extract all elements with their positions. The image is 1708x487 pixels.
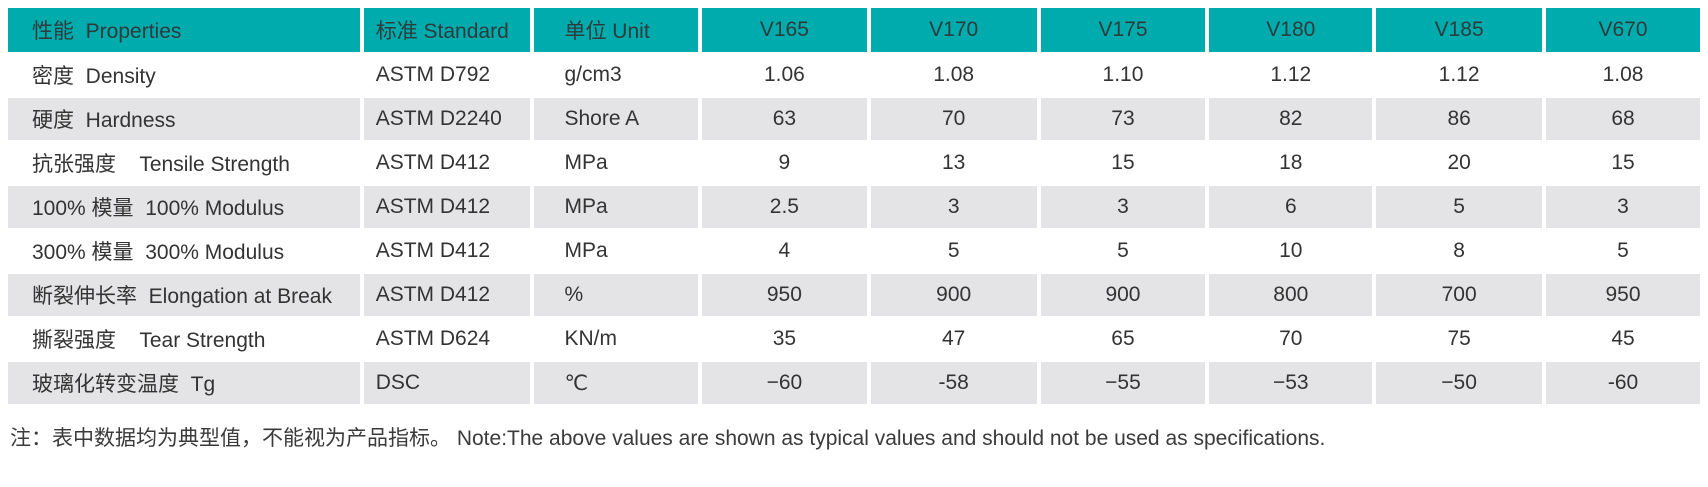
table-row: 撕裂强度 Tear Strength ASTM D624 KN/m 35 47 65 70 7… xyxy=(8,318,1700,360)
header-row: 性能 Properties 标准 Standard 单位 Unit V165 V170 V… xyxy=(8,8,1700,52)
column-header: V165 xyxy=(701,8,867,52)
property-cell: 撕裂强度 Tear Strength xyxy=(8,318,360,360)
table-row: 硬度 Hardness ASTM D2240 Shore A 63 70 73 82 86 68 xyxy=(8,98,1700,140)
value-cell: −60 xyxy=(701,362,867,404)
value-cell: 1.06 xyxy=(701,54,867,96)
unit-cell: KN/m xyxy=(534,318,698,360)
footnote: 注：表中数据均为典型值，不能视为产品指标。 Note:The above val… xyxy=(10,427,1326,450)
value-cell: 18 xyxy=(1209,142,1373,184)
table-row: 抗张强度 Tensile Strength ASTM D412 MPa 9 13 15 18… xyxy=(8,142,1700,184)
value-cell: -58 xyxy=(870,362,1037,404)
value-cell: −55 xyxy=(1040,362,1206,404)
value-cell: 15 xyxy=(1546,142,1700,184)
property-cell: 抗张强度 Tensile Strength xyxy=(8,142,360,184)
property-cell: 300% 模量 300% Modulus xyxy=(8,230,360,272)
value-cell: 1.12 xyxy=(1209,54,1373,96)
value-cell: 63 xyxy=(701,98,867,140)
value-cell: 950 xyxy=(1546,274,1700,316)
value-cell: 82 xyxy=(1209,98,1373,140)
unit-cell: MPa xyxy=(534,230,698,272)
value-cell: 950 xyxy=(701,274,867,316)
value-cell: 9 xyxy=(701,142,867,184)
unit-cell: % xyxy=(534,274,698,316)
value-cell: 20 xyxy=(1376,142,1543,184)
value-cell: 75 xyxy=(1376,318,1543,360)
standard-cell: ASTM D2240 xyxy=(363,98,531,140)
datasheet-page: 性能 Properties 标准 Standard 单位 Unit V165 V170 V… xyxy=(0,6,1708,487)
unit-cell: MPa xyxy=(534,142,698,184)
standard-cell: ASTM D624 xyxy=(363,318,531,360)
value-cell: 13 xyxy=(870,142,1037,184)
column-header: V185 xyxy=(1376,8,1543,52)
value-cell: −50 xyxy=(1376,362,1543,404)
value-cell: 900 xyxy=(1040,274,1206,316)
value-cell: 70 xyxy=(870,98,1037,140)
column-header: 性能 Properties xyxy=(8,8,360,52)
value-cell: 900 xyxy=(870,274,1037,316)
standard-cell: ASTM D412 xyxy=(363,230,531,272)
table-row: 100% 模量 100% Modulus ASTM D412 MPa 2.5 3 3 6 5 3 xyxy=(8,186,1700,228)
value-cell: 35 xyxy=(701,318,867,360)
value-cell: 5 xyxy=(870,230,1037,272)
value-cell: −53 xyxy=(1209,362,1373,404)
value-cell: 5 xyxy=(1040,230,1206,272)
column-header: V180 xyxy=(1209,8,1373,52)
value-cell: 47 xyxy=(870,318,1037,360)
value-cell: 800 xyxy=(1209,274,1373,316)
table-row: 密度 Density ASTM D792 g/cm3 1.06 1.08 1.10 1.12… xyxy=(8,54,1700,96)
column-header: V170 xyxy=(870,8,1037,52)
value-cell: 15 xyxy=(1040,142,1206,184)
value-cell: 3 xyxy=(1546,186,1700,228)
property-cell: 100% 模量 100% Modulus xyxy=(8,186,360,228)
value-cell: 45 xyxy=(1546,318,1700,360)
property-cell: 硬度 Hardness xyxy=(8,98,360,140)
value-cell: 86 xyxy=(1376,98,1543,140)
value-cell: 6 xyxy=(1209,186,1373,228)
column-header: V175 xyxy=(1040,8,1206,52)
value-cell: 1.12 xyxy=(1376,54,1543,96)
column-header: V670 xyxy=(1546,8,1700,52)
table-row: 300% 模量 300% Modulus ASTM D412 MPa 4 5 5 10 8 5 xyxy=(8,230,1700,272)
value-cell: 5 xyxy=(1376,186,1543,228)
value-cell: 2.5 xyxy=(701,186,867,228)
column-header: 标准 Standard xyxy=(363,8,531,52)
value-cell: 65 xyxy=(1040,318,1206,360)
value-cell: 4 xyxy=(701,230,867,272)
standard-cell: ASTM D792 xyxy=(363,54,531,96)
value-cell: 70 xyxy=(1209,318,1373,360)
property-cell: 密度 Density xyxy=(8,54,360,96)
value-cell: -60 xyxy=(1546,362,1700,404)
column-header: 单位 Unit xyxy=(534,8,698,52)
value-cell: 5 xyxy=(1546,230,1700,272)
value-cell: 10 xyxy=(1209,230,1373,272)
unit-cell: MPa xyxy=(534,186,698,228)
standard-cell: ASTM D412 xyxy=(363,142,531,184)
standard-cell: ASTM D412 xyxy=(363,186,531,228)
unit-cell: ℃ xyxy=(534,362,698,404)
table-body: 密度 Density ASTM D792 g/cm3 1.06 1.08 1.10 1.12… xyxy=(8,54,1700,404)
value-cell: 3 xyxy=(1040,186,1206,228)
table-row: 玻璃化转变温度 Tg DSC ℃ −60 -58 −55 −53 −50 -60 xyxy=(8,362,1700,404)
unit-cell: Shore A xyxy=(534,98,698,140)
properties-table: 性能 Properties 标准 Standard 单位 Unit V165 V170 V… xyxy=(4,6,1704,406)
value-cell: 73 xyxy=(1040,98,1206,140)
value-cell: 1.10 xyxy=(1040,54,1206,96)
table-row: 断裂伸长率 Elongation at Break ASTM D412% 950 90… xyxy=(8,274,1700,316)
standard-cell: ASTM D412 xyxy=(363,274,531,316)
value-cell: 3 xyxy=(870,186,1037,228)
unit-cell: g/cm3 xyxy=(534,54,698,96)
value-cell: 1.08 xyxy=(1546,54,1700,96)
value-cell: 8 xyxy=(1376,230,1543,272)
property-cell: 玻璃化转变温度 Tg xyxy=(8,362,360,404)
value-cell: 1.08 xyxy=(870,54,1037,96)
standard-cell: DSC xyxy=(363,362,531,404)
value-cell: 700 xyxy=(1376,274,1543,316)
value-cell: 68 xyxy=(1546,98,1700,140)
property-cell: 断裂伸长率 Elongation at Break xyxy=(8,274,360,316)
